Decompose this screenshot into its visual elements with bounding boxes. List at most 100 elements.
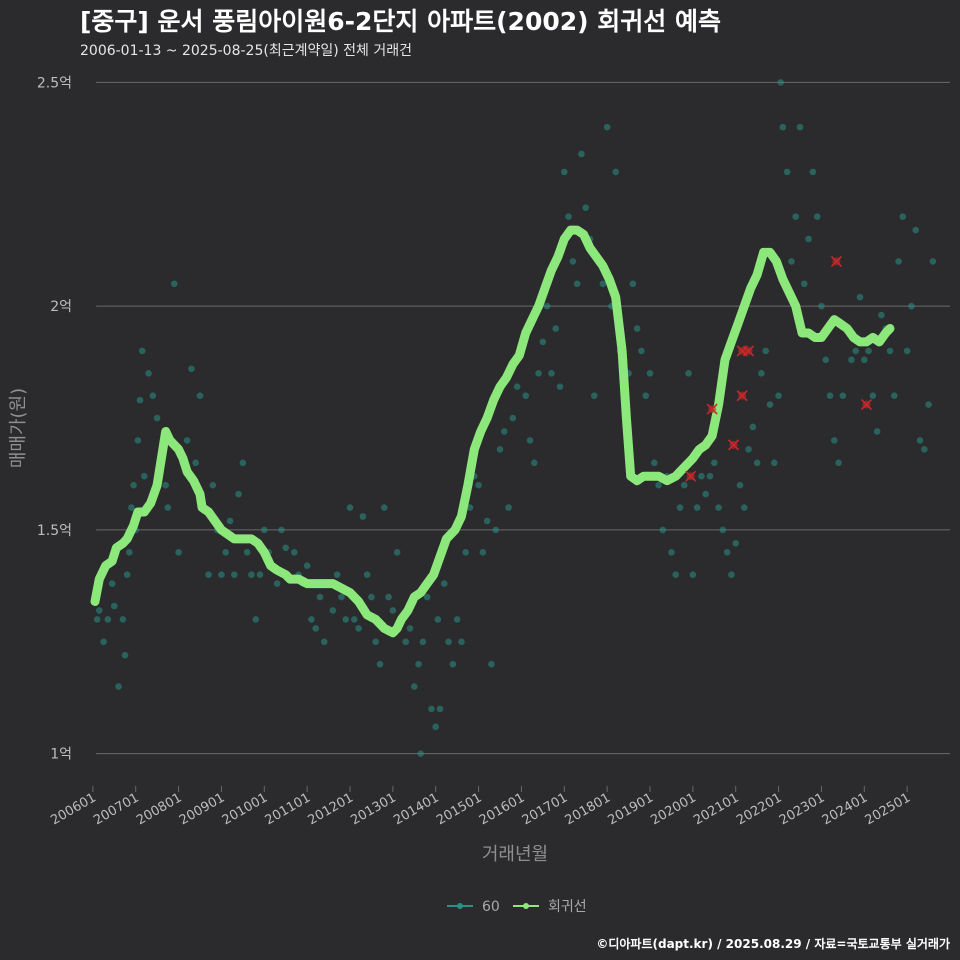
cancelled-marker: [685, 470, 697, 482]
data-point: [869, 392, 877, 399]
data-point: [488, 660, 495, 668]
data-point: [556, 383, 564, 390]
data-point: [235, 490, 242, 498]
data-point: [402, 638, 410, 646]
data-point: [646, 369, 654, 377]
cancelled-marker: [736, 390, 748, 402]
data-point: [100, 638, 107, 646]
data-point: [629, 280, 637, 288]
data-point: [895, 258, 902, 265]
data-point: [719, 526, 727, 534]
cancelled-marker: [743, 345, 755, 357]
data-point: [522, 392, 530, 399]
data-point: [758, 369, 765, 377]
data-point: [423, 593, 431, 601]
data-point: [134, 437, 142, 444]
data-point: [329, 607, 337, 614]
data-point: [239, 459, 247, 467]
data-point: [890, 392, 898, 399]
y-tick-label: 1.5억: [37, 523, 72, 539]
y-tick-labels: 1억 1.5억 2억 2.5억: [37, 75, 72, 762]
data-point: [475, 481, 482, 489]
data-point: [432, 723, 440, 731]
regression-path: [90, 225, 895, 638]
data-point: [256, 571, 264, 578]
data-point: [136, 396, 144, 404]
data-point: [436, 705, 444, 713]
cancelled-marker-stroke: [860, 399, 872, 411]
data-point: [830, 437, 838, 444]
data-point: [209, 481, 217, 489]
x-tick-label: 201101: [263, 790, 313, 828]
x-tick-label: 201501: [434, 790, 484, 828]
data-point: [569, 258, 577, 265]
data-point: [342, 616, 350, 623]
data-point: [582, 204, 590, 211]
data-point: [693, 504, 701, 511]
data-point: [363, 571, 371, 578]
data-point: [852, 347, 860, 355]
x-tick-label: 202101: [691, 790, 741, 828]
data-point: [453, 616, 461, 623]
data-point: [805, 235, 812, 243]
data-point: [753, 459, 761, 467]
x-tick-label: 200601: [48, 790, 98, 828]
data-point: [822, 356, 830, 364]
data-point: [492, 526, 500, 534]
data-point: [196, 392, 204, 399]
data-point: [548, 369, 555, 377]
legend-swatch-points: [457, 903, 463, 909]
data-point: [466, 504, 474, 511]
data-point: [698, 472, 705, 480]
data-point: [826, 392, 834, 399]
x-tick-label: 202501: [863, 790, 913, 828]
data-point: [638, 347, 645, 355]
data-point: [260, 526, 268, 534]
data-point: [125, 548, 133, 556]
x-tick-label: 200701: [91, 790, 141, 828]
data-point: [740, 504, 748, 511]
data-point: [252, 616, 260, 623]
data-point: [732, 540, 740, 547]
data-point: [434, 616, 442, 623]
data-point: [680, 481, 688, 489]
cancelled-markers: [685, 255, 872, 482]
data-point: [128, 504, 135, 511]
x-tick-labels: 2006012007012008012009012010012011012012…: [48, 786, 913, 828]
legend: 60 회귀선: [447, 899, 587, 915]
y-tick-label: 2억: [50, 299, 72, 315]
cancelled-marker-stroke: [743, 345, 755, 357]
data-point: [856, 293, 864, 301]
data-point: [903, 347, 911, 355]
data-point: [770, 459, 778, 467]
x-tick-label: 201001: [220, 790, 270, 828]
y-axis-label: 매매가(원): [8, 388, 29, 468]
data-point: [183, 437, 191, 444]
data-point: [278, 526, 285, 534]
data-point: [777, 79, 785, 86]
data-point: [449, 660, 457, 668]
data-point: [458, 638, 465, 646]
x-tick-label: 202401: [820, 790, 870, 828]
data-point: [303, 562, 311, 570]
data-point: [886, 347, 894, 355]
data-point: [462, 548, 470, 556]
data-point: [642, 392, 650, 399]
x-axis-label: 거래년월: [482, 844, 548, 865]
data-point: [500, 428, 508, 435]
data-point: [218, 571, 225, 578]
data-point: [560, 168, 568, 176]
data-point: [175, 548, 182, 556]
data-point: [483, 517, 491, 525]
data-point: [145, 369, 152, 377]
data-point: [406, 625, 414, 632]
data-point: [121, 651, 129, 659]
x-tick-label: 200901: [177, 790, 227, 828]
legend-swatch-regression: [523, 903, 529, 909]
data-point: [590, 392, 598, 399]
data-point: [123, 571, 131, 578]
cancelled-marker: [706, 403, 718, 415]
data-point: [140, 472, 148, 480]
cancelled-marker-stroke: [736, 390, 748, 402]
